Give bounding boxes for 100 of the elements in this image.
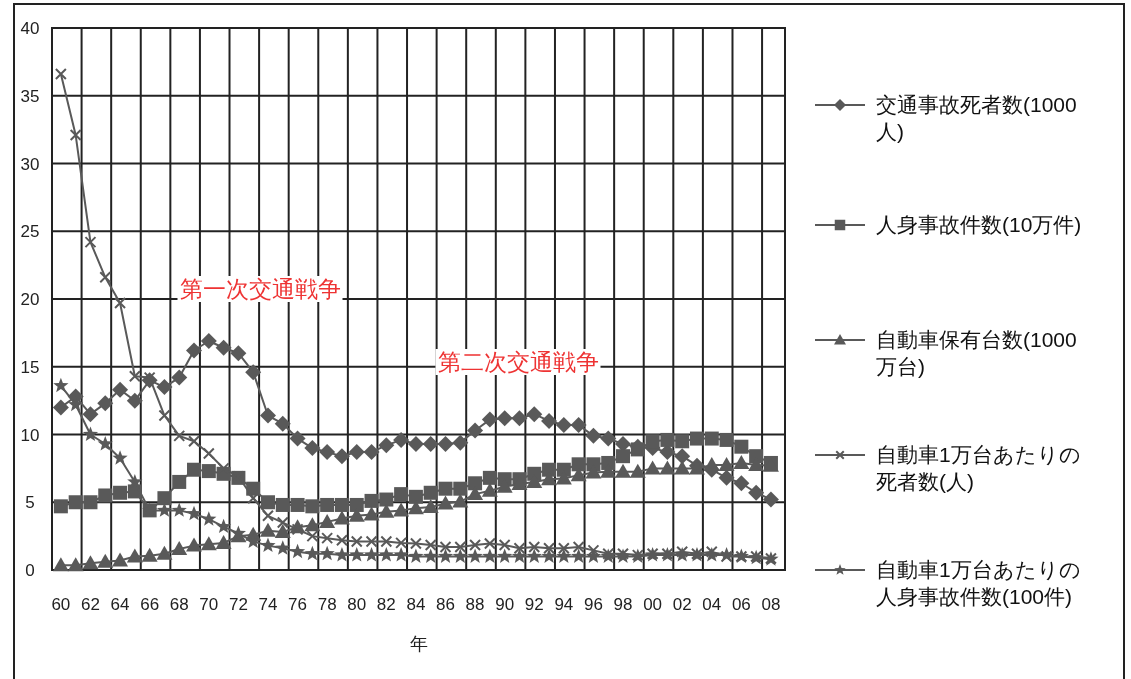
point [423,548,439,563]
point [141,547,158,562]
point [364,493,379,508]
annotation: 第一次交通戦争 [179,276,341,302]
point [497,548,513,563]
point [616,449,631,464]
point [67,557,84,572]
y-tick-label: 30 [20,154,40,174]
x-tick-label: 08 [761,595,781,614]
x-tick-label: 78 [317,595,337,614]
legend-label: 自動車1万台あたりの人身事故件数(100件) [876,558,1081,609]
x-tick-label: 00 [643,595,663,614]
point [498,538,511,551]
point [439,540,452,553]
point [437,495,454,510]
y-tick-label: 25 [20,222,40,242]
point [305,499,320,514]
x-tick-label: 70 [199,595,219,614]
point [555,417,572,434]
x-tick-label: 04 [702,595,722,614]
point [172,474,187,489]
point [319,545,335,561]
point [481,411,498,428]
point [259,407,276,424]
point [187,462,202,477]
x-tick-label: 80 [347,595,367,614]
point [304,440,321,457]
point [674,448,691,465]
point [320,497,335,512]
point [557,542,570,555]
point [363,444,380,461]
point [453,481,468,496]
point [84,236,97,249]
point [467,422,484,439]
point [97,395,114,412]
x-axis-title: 年 [409,634,428,654]
point [350,535,363,548]
point [274,415,291,432]
point [82,555,99,570]
point [571,548,587,563]
point [734,439,749,454]
point [114,297,127,310]
legend-label: 人身事故件数(10万件) [876,213,1082,236]
x-tick-label: 68 [169,595,189,614]
point [718,469,735,486]
y-tick-label: 20 [20,290,40,309]
point [349,547,365,562]
x-tick-label: 02 [672,595,692,614]
point [704,547,720,562]
point [718,456,735,471]
point [423,485,438,500]
point [52,557,69,572]
point [186,537,203,552]
point [570,417,587,434]
x-tick-label: 60 [51,595,71,614]
point [422,498,439,513]
x-tick-label: 92 [524,595,544,614]
point [674,460,691,475]
x-tick-label: 90 [495,595,515,614]
x-tick-label: 62 [81,595,100,614]
point [541,412,558,429]
point [230,345,247,362]
point [704,431,719,446]
point [186,342,203,359]
point [380,535,393,548]
point [556,548,572,563]
point [82,406,99,423]
point [69,129,82,142]
point [335,534,348,547]
point [276,516,289,529]
point [365,535,378,548]
x-tick-label: 72 [228,595,248,614]
point [156,545,173,560]
point [526,406,543,423]
point [572,540,585,553]
point [528,540,541,553]
point [82,426,99,441]
point [615,435,632,452]
point [54,68,67,81]
point [378,437,395,454]
point [128,370,141,383]
x-tick-label: 64 [110,595,130,614]
point [112,552,129,567]
point [245,364,262,381]
point [363,547,380,562]
x-tick-label: 74 [258,595,278,614]
point [437,435,454,452]
point [452,548,468,563]
point [275,540,291,555]
legend-label: 自動車保有台数(1000万台) [876,328,1077,379]
point [733,475,750,492]
point [319,444,336,461]
point [99,271,112,284]
point [408,489,423,504]
point [215,518,232,534]
point [689,431,704,446]
point [615,463,632,478]
point [630,442,645,457]
point [659,460,676,475]
point [291,523,304,536]
